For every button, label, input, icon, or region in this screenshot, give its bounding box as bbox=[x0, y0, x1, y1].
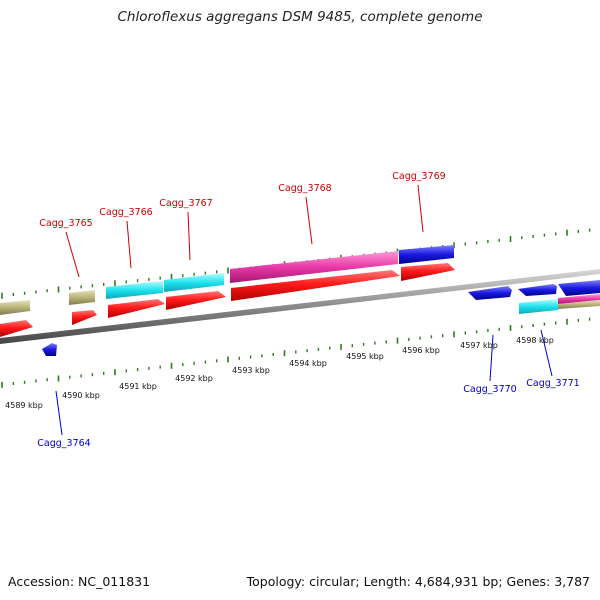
gene-label: Cagg_3770 bbox=[463, 384, 516, 395]
gene-arrow-red bbox=[0, 320, 33, 337]
scale-labels: 4589 kbp 4590 kbp 4591 kbp 4592 kbp 4593… bbox=[5, 336, 554, 410]
gene-arrow-blue bbox=[558, 280, 600, 296]
scale-label: 4592 kbp bbox=[175, 374, 213, 383]
forward-gene-labels: Cagg_3765 Cagg_3766 Cagg_3767 Cagg_3768 … bbox=[39, 171, 445, 229]
scale-label: 4590 kbp bbox=[62, 391, 100, 400]
gene-label: Cagg_3765 bbox=[39, 218, 92, 229]
gene-arrow-red bbox=[231, 270, 400, 301]
gene-label: Cagg_3768 bbox=[278, 183, 331, 194]
gene-arrow-blue bbox=[468, 286, 512, 300]
callout-lines bbox=[55, 184, 553, 436]
gene-arrow-red bbox=[166, 291, 226, 310]
gene-arrows bbox=[0, 245, 600, 356]
gene-arrow-olive bbox=[0, 300, 30, 315]
scale-label: 4597 kbp bbox=[460, 341, 498, 350]
gene-label: Cagg_3769 bbox=[392, 171, 445, 182]
scale-label: 4595 kbp bbox=[346, 352, 384, 361]
scale-label: 4596 kbp bbox=[402, 346, 440, 355]
gene-arrow-olive bbox=[558, 300, 600, 309]
gene-arrow-blue bbox=[518, 284, 557, 296]
inner-tick-ruler bbox=[1, 317, 591, 388]
gene-arrow-blue bbox=[42, 343, 57, 356]
reverse-gene-labels: Cagg_3764 Cagg_3770 Cagg_3771 bbox=[37, 378, 579, 449]
gene-arrow-magenta bbox=[558, 294, 600, 304]
gene-arrow-blue bbox=[399, 245, 454, 264]
accession-text: Accession: NC_011831 bbox=[8, 574, 151, 589]
gene-arrow-olive bbox=[69, 290, 95, 305]
scale-label: 4589 kbp bbox=[5, 401, 43, 410]
scale-label: 4593 kbp bbox=[232, 366, 270, 375]
scale-label: 4594 kbp bbox=[289, 359, 327, 368]
gene-arrow-magenta bbox=[230, 251, 398, 283]
gene-label: Cagg_3766 bbox=[99, 207, 152, 218]
scale-label: 4591 kbp bbox=[119, 382, 157, 391]
gene-arrow-cyan bbox=[164, 273, 224, 292]
genome-backbone bbox=[0, 269, 600, 344]
gene-arrow-red bbox=[72, 310, 97, 325]
genome-summary-text: Topology: circular; Length: 4,684,931 bp… bbox=[246, 574, 590, 589]
gene-arrow-red bbox=[108, 299, 165, 318]
gene-arrow-red bbox=[401, 263, 455, 281]
gene-label: Cagg_3767 bbox=[159, 198, 212, 209]
gene-label: Cagg_3771 bbox=[526, 378, 579, 389]
map-title: Chloroflexus aggregans DSM 9485, complet… bbox=[117, 9, 483, 25]
scale-label: 4598 kbp bbox=[516, 336, 554, 345]
gene-label: Cagg_3764 bbox=[37, 438, 90, 449]
gene-arrow-cyan bbox=[106, 281, 163, 299]
gene-arrow-cyan bbox=[519, 299, 558, 314]
